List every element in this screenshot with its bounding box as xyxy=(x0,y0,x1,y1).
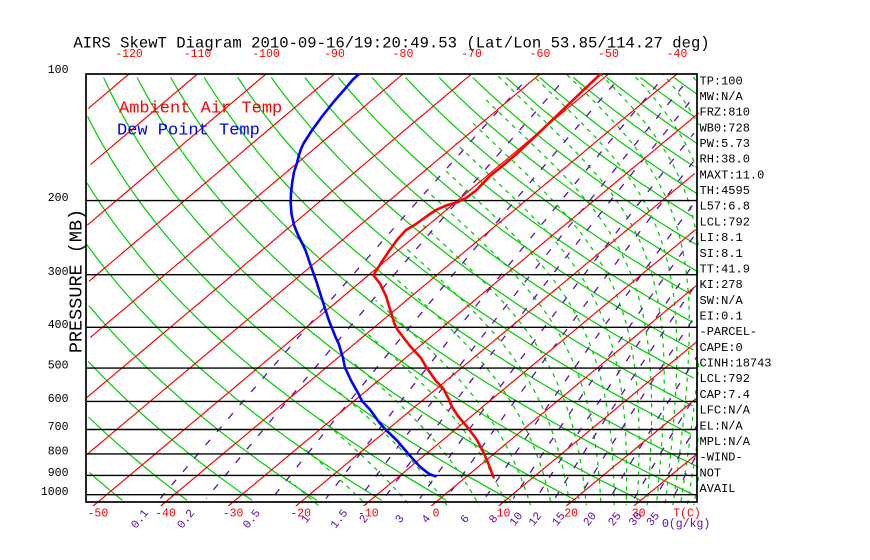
svg-text:-50: -50 xyxy=(88,508,109,521)
svg-text:FRZ:810: FRZ:810 xyxy=(700,106,750,120)
svg-text:-50: -50 xyxy=(598,48,619,61)
svg-text:PW:5.73: PW:5.73 xyxy=(700,137,750,151)
svg-text:Θ(g/kg): Θ(g/kg) xyxy=(662,518,710,531)
svg-text:TT:41.9: TT:41.9 xyxy=(700,263,750,277)
svg-text:-40: -40 xyxy=(155,508,176,521)
svg-text:SI:8.1: SI:8.1 xyxy=(700,247,743,261)
svg-text:200: 200 xyxy=(48,192,69,205)
svg-text:AVAIL: AVAIL xyxy=(700,482,736,496)
svg-text:400: 400 xyxy=(48,319,69,332)
svg-text:PRESSURE (MB): PRESSURE (MB) xyxy=(67,209,88,353)
svg-text:KI:278: KI:278 xyxy=(700,278,743,292)
svg-text:-60: -60 xyxy=(530,48,551,61)
svg-text:SW:N/A: SW:N/A xyxy=(700,294,744,308)
svg-text:Dew Point Temp: Dew Point Temp xyxy=(117,122,260,141)
svg-text:CINH:18743: CINH:18743 xyxy=(700,357,772,371)
svg-text:10: 10 xyxy=(497,508,511,521)
svg-text:-10: -10 xyxy=(358,508,379,521)
svg-text:0: 0 xyxy=(432,508,439,521)
svg-text:LI:8.1: LI:8.1 xyxy=(700,231,743,245)
svg-text:-70: -70 xyxy=(461,48,482,61)
svg-text:-WIND-: -WIND- xyxy=(700,451,743,465)
svg-text:-20: -20 xyxy=(290,508,311,521)
svg-text:-100: -100 xyxy=(252,48,280,61)
svg-text:-110: -110 xyxy=(184,48,212,61)
svg-text:NOT: NOT xyxy=(700,466,722,480)
svg-text:100: 100 xyxy=(48,64,69,77)
svg-text:EI:0.1: EI:0.1 xyxy=(700,310,743,324)
svg-text:-90: -90 xyxy=(324,48,345,61)
svg-text:1000: 1000 xyxy=(41,486,69,499)
svg-text:500: 500 xyxy=(48,360,69,373)
svg-text:EL:N/A: EL:N/A xyxy=(700,419,744,433)
svg-text:MAXT:11.0: MAXT:11.0 xyxy=(700,168,765,182)
svg-text:700: 700 xyxy=(48,421,69,434)
svg-text:600: 600 xyxy=(48,393,69,406)
svg-text:Ambient Air Temp: Ambient Air Temp xyxy=(119,100,282,119)
svg-text:L57:6.8: L57:6.8 xyxy=(700,200,750,214)
svg-text:900: 900 xyxy=(48,467,69,480)
svg-text:-80: -80 xyxy=(393,48,414,61)
svg-text:WB0:728: WB0:728 xyxy=(700,121,750,135)
svg-text:20: 20 xyxy=(564,508,578,521)
svg-text:MW:N/A: MW:N/A xyxy=(700,90,744,104)
svg-text:300: 300 xyxy=(48,266,69,279)
svg-text:-30: -30 xyxy=(223,508,244,521)
svg-text:T(C): T(C) xyxy=(673,508,701,521)
svg-text:-PARCEL-: -PARCEL- xyxy=(700,325,758,339)
svg-text:CAP:7.4: CAP:7.4 xyxy=(700,388,750,402)
svg-text:RH:38.0: RH:38.0 xyxy=(700,153,750,167)
svg-text:30: 30 xyxy=(632,508,646,521)
svg-text:-40: -40 xyxy=(667,48,688,61)
svg-text:LCL:792: LCL:792 xyxy=(700,215,750,229)
svg-text:LFC:N/A: LFC:N/A xyxy=(700,404,751,418)
svg-text:AIRS SkewT Diagram 2010-09-16/: AIRS SkewT Diagram 2010-09-16/19:20:49.5… xyxy=(73,35,709,53)
svg-text:LCL:792: LCL:792 xyxy=(700,372,750,386)
svg-text:800: 800 xyxy=(48,445,69,458)
svg-text:MPL:N/A: MPL:N/A xyxy=(700,435,751,449)
svg-text:CAPE:0: CAPE:0 xyxy=(700,341,743,355)
svg-text:TH:4595: TH:4595 xyxy=(700,184,750,198)
svg-text:TP:100: TP:100 xyxy=(700,74,743,88)
svg-text:-120: -120 xyxy=(115,48,143,61)
